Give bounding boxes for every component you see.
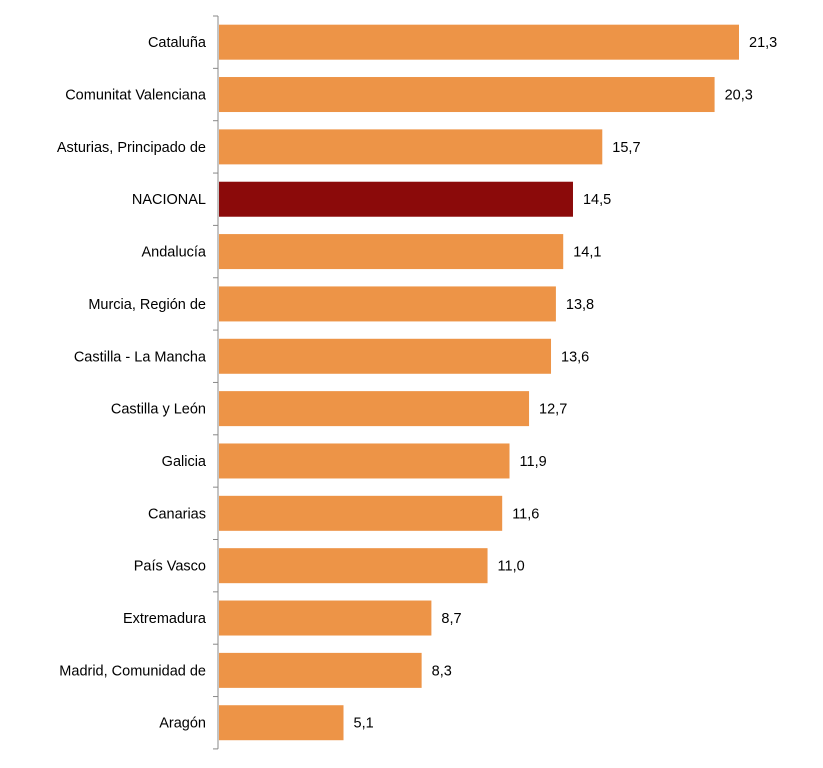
value-label: 12,7 (539, 402, 567, 418)
value-label: 14,5 (583, 192, 611, 208)
value-label: 11,0 (498, 559, 525, 575)
y-axis (213, 15, 219, 750)
value-label: 11,6 (512, 506, 539, 522)
value-labels: 21,3 20,3 15,7 14,5 14,1 13,8 13,6 12,7 11,9 11,6… (354, 35, 778, 732)
value-label: 5,1 (354, 716, 374, 732)
bar-galicia (219, 443, 510, 479)
category-label: Murcia, Región de (88, 297, 206, 313)
bar-asturias-principado-de (219, 129, 603, 165)
category-label: Madrid, Comunidad de (59, 663, 206, 679)
category-label: Galicia (162, 454, 207, 470)
category-label: Asturias, Principado de (57, 140, 206, 156)
value-label: 20,3 (725, 88, 753, 104)
category-label: Cataluña (148, 35, 207, 51)
category-label: Castilla - La Mancha (74, 349, 207, 365)
category-label: Andalucía (142, 245, 207, 261)
bar-pais-vasco (219, 548, 488, 584)
category-label: Comunitat Valenciana (65, 88, 207, 104)
value-label: 13,6 (561, 349, 589, 365)
category-label: Canarias (148, 506, 206, 522)
bar-murcia-region-de (219, 286, 556, 322)
category-label: Extremadura (123, 611, 207, 627)
bar-canarias (219, 495, 503, 531)
category-label: País Vasco (134, 559, 206, 575)
bar-cataluna (219, 24, 739, 60)
value-label: 14,1 (573, 245, 601, 261)
bar-extremadura (219, 600, 432, 636)
value-label: 21,3 (749, 35, 777, 51)
value-label: 13,8 (566, 297, 594, 313)
value-label: 8,3 (432, 663, 452, 679)
bar-castilla-y-leon (219, 391, 530, 427)
bar-aragon (219, 705, 344, 741)
bar-nacional (219, 181, 573, 217)
category-label: NACIONAL (132, 192, 206, 208)
value-label: 8,7 (441, 611, 461, 627)
category-labels: Cataluña Comunitat Valenciana Asturias, Pr… (57, 35, 207, 732)
bar-andalucia (219, 234, 564, 270)
category-label: Castilla y León (111, 402, 206, 418)
value-label: 11,9 (520, 454, 547, 470)
bars (219, 24, 739, 741)
bar-madrid-comunidad-de (219, 652, 422, 688)
bar-castilla-la-mancha (219, 338, 552, 374)
category-label: Aragón (159, 716, 206, 732)
bar-comunitat-valenciana (219, 77, 715, 113)
value-label: 15,7 (612, 140, 640, 156)
